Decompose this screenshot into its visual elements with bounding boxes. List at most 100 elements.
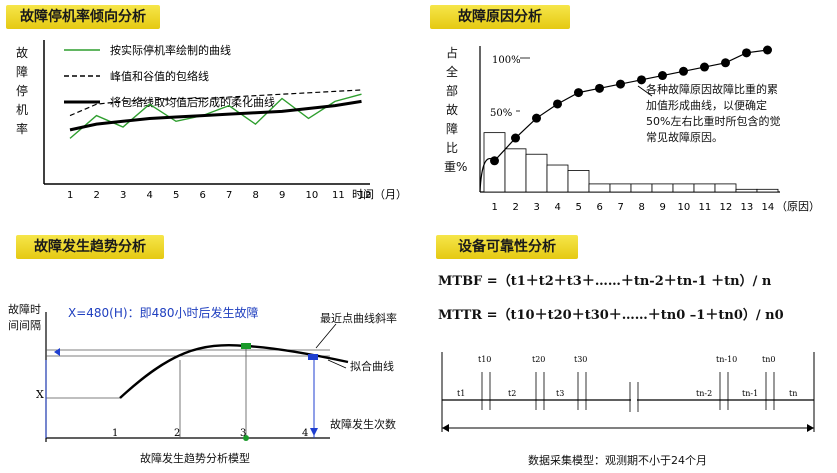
- pareto-cumulative-point: [574, 88, 583, 98]
- smooth-line: [69, 99, 362, 132]
- pareto-x-tick: 2: [513, 202, 519, 213]
- fit-label: 拟合曲线: [350, 360, 394, 373]
- pareto-cumulative-point: [532, 113, 541, 123]
- fault-x-marker: X: [36, 388, 44, 401]
- mttr-formula: MTTR =（t10＋t20＋t30＋……＋tn0 –1＋tn0）/ n0: [438, 308, 784, 323]
- repair-time-label: tn-10: [716, 355, 737, 364]
- pareto-bar: [714, 183, 737, 193]
- green-marker: [241, 343, 251, 349]
- pareto-x-tick: 3: [534, 202, 540, 213]
- trend-x-label: 时间（月）: [352, 188, 407, 201]
- repair-time-label: tn0: [762, 355, 775, 364]
- pareto-cumulative-point: [511, 133, 520, 143]
- repair-time-label: t30: [574, 355, 587, 364]
- pareto-x-tick: 1: [492, 202, 498, 213]
- trend-x-tick: 10: [306, 190, 319, 201]
- trend-panel-title: 故障停机率倾向分析: [6, 5, 160, 29]
- span-arrow-left: [442, 424, 449, 432]
- pareto-x-label: （原因）: [776, 200, 820, 213]
- trend-x-tick: 2: [94, 190, 100, 201]
- trend-x-tick: 12: [359, 190, 372, 201]
- legend-smooth: 将包络线取均值后形成的柔化曲线: [110, 95, 275, 109]
- uptime-label: t3: [556, 389, 564, 398]
- fault-trend-chart: X 1 2 3 4: [36, 312, 349, 442]
- pareto-x-tick: 12: [720, 202, 733, 213]
- pareto-x-tick: 13: [741, 202, 754, 213]
- pareto-cumulative-point: [763, 45, 772, 55]
- fault-x-tick: 4: [302, 428, 308, 439]
- pareto-cumulative-point: [637, 75, 646, 85]
- pareto-panel-title: 故障原因分析: [430, 5, 570, 29]
- pareto-panel: 故障原因分析 占全部故障比重% 100% 50% 1 2 3 4 5 6 7 8 9 10 11 12…: [420, 0, 837, 228]
- trend-x-tick: 4: [147, 190, 153, 201]
- break-gap: [631, 396, 637, 404]
- pareto-x-tick: 11: [699, 202, 712, 213]
- pareto-chart: 100% 50% 1 2 3 4 5 6 7 8 9 10 11 12 13 14 （原因）: [479, 45, 820, 213]
- pareto-x-tick: 14: [762, 202, 775, 213]
- pareto-bar: [735, 188, 758, 193]
- trend-x-tick: 1: [67, 190, 73, 201]
- fault-caption: 故障发生趋势分析模型: [140, 452, 250, 465]
- uptime-label: tn-2: [696, 389, 712, 398]
- pareto-x-tick: 4: [555, 202, 561, 213]
- green-dot: [243, 435, 249, 441]
- blue-marker: [308, 354, 318, 360]
- pareto-cumulative-point: [490, 156, 499, 166]
- repair-time-label: t10: [478, 355, 491, 364]
- fault-x-tick: 3: [240, 428, 246, 439]
- uptime-label: tn: [789, 389, 797, 398]
- fault-x-label: 故障发生次数: [330, 418, 396, 431]
- pareto-bar: [651, 183, 674, 193]
- pareto-bar: [693, 183, 716, 193]
- pareto-note: 各种故障原因故障比重的累加值形成曲线，以便确定 50%左右比重时所包含的觉常见故…: [646, 83, 781, 144]
- trend-x-tick: 7: [226, 190, 232, 201]
- reliability-panel: 设备可靠性分析 MTBF =（t1＋t2＋t3＋……＋tn-2＋tn-1 ＋tn…: [420, 232, 837, 473]
- trend-x-tick: 6: [200, 190, 206, 201]
- pareto-100-label: 100%: [492, 55, 521, 66]
- fit-pointer: [327, 359, 347, 369]
- uptime-label: t2: [508, 389, 516, 398]
- pareto-bar: [756, 188, 779, 193]
- reliability-caption: 数据采集模型：观测期不小于24个月: [528, 454, 707, 467]
- pareto-bar: [609, 183, 632, 193]
- pareto-cumulative-point: [721, 58, 730, 68]
- envelope-line: [69, 89, 362, 117]
- pareto-bar: [630, 183, 653, 193]
- pareto-cumulative-point: [742, 48, 751, 58]
- pareto-bar: [672, 183, 695, 193]
- trend-x-tick: 8: [253, 190, 259, 201]
- pareto-bar: [525, 153, 548, 193]
- fault-y-label: 故障时间间隔: [8, 303, 41, 332]
- trend-x-tick: 3: [120, 190, 126, 201]
- pareto-x-tick: 7: [618, 202, 624, 213]
- pareto-cumulative-point: [616, 79, 625, 89]
- pareto-cumulative-point: [595, 83, 604, 93]
- pareto-x-tick: 9: [660, 202, 666, 213]
- mtbf-formula: MTBF =（t1＋t2＋t3＋……＋tn-2＋tn-1 ＋tn）/ n: [438, 274, 772, 289]
- fault-x-tick: 1: [112, 428, 118, 439]
- slope-label: 最近点曲线斜率: [320, 312, 397, 325]
- pareto-x-tick: 10: [678, 202, 691, 213]
- fault-axis-arrow-left: [54, 348, 60, 356]
- pareto-x-tick: 8: [639, 202, 645, 213]
- trend-x-tick: 9: [279, 190, 285, 201]
- trend-x-tick: 5: [173, 190, 179, 201]
- reliability-panel-title: 设备可靠性分析: [436, 235, 578, 259]
- fault-trend-panel-title: 故障发生趋势分析: [16, 235, 164, 259]
- pareto-x-tick: 5: [576, 202, 582, 213]
- pareto-bar: [504, 148, 527, 193]
- trend-y-label: 故障停机率: [15, 46, 28, 136]
- reliability-diagram: t10 t20 t30 tn-10 tn0 t1 t2 t3 tn-2 tn-1 tn: [441, 352, 815, 432]
- legend-envelope: 峰值和谷值的包络线: [110, 69, 209, 83]
- trend-x-tick: 11: [332, 190, 345, 201]
- legend-actual: 按实际停机率绘制的曲线: [110, 43, 231, 57]
- fault-down-arrow: [310, 428, 318, 436]
- uptime-label: t1: [457, 389, 465, 398]
- pareto-50-label: 50%: [490, 108, 512, 119]
- repair-time-label: t20: [532, 355, 545, 364]
- actual-rate-line: [69, 93, 362, 139]
- uptime-label: tn-1: [742, 389, 758, 398]
- span-arrow-right: [807, 424, 814, 432]
- pareto-note-pointer: [637, 85, 653, 97]
